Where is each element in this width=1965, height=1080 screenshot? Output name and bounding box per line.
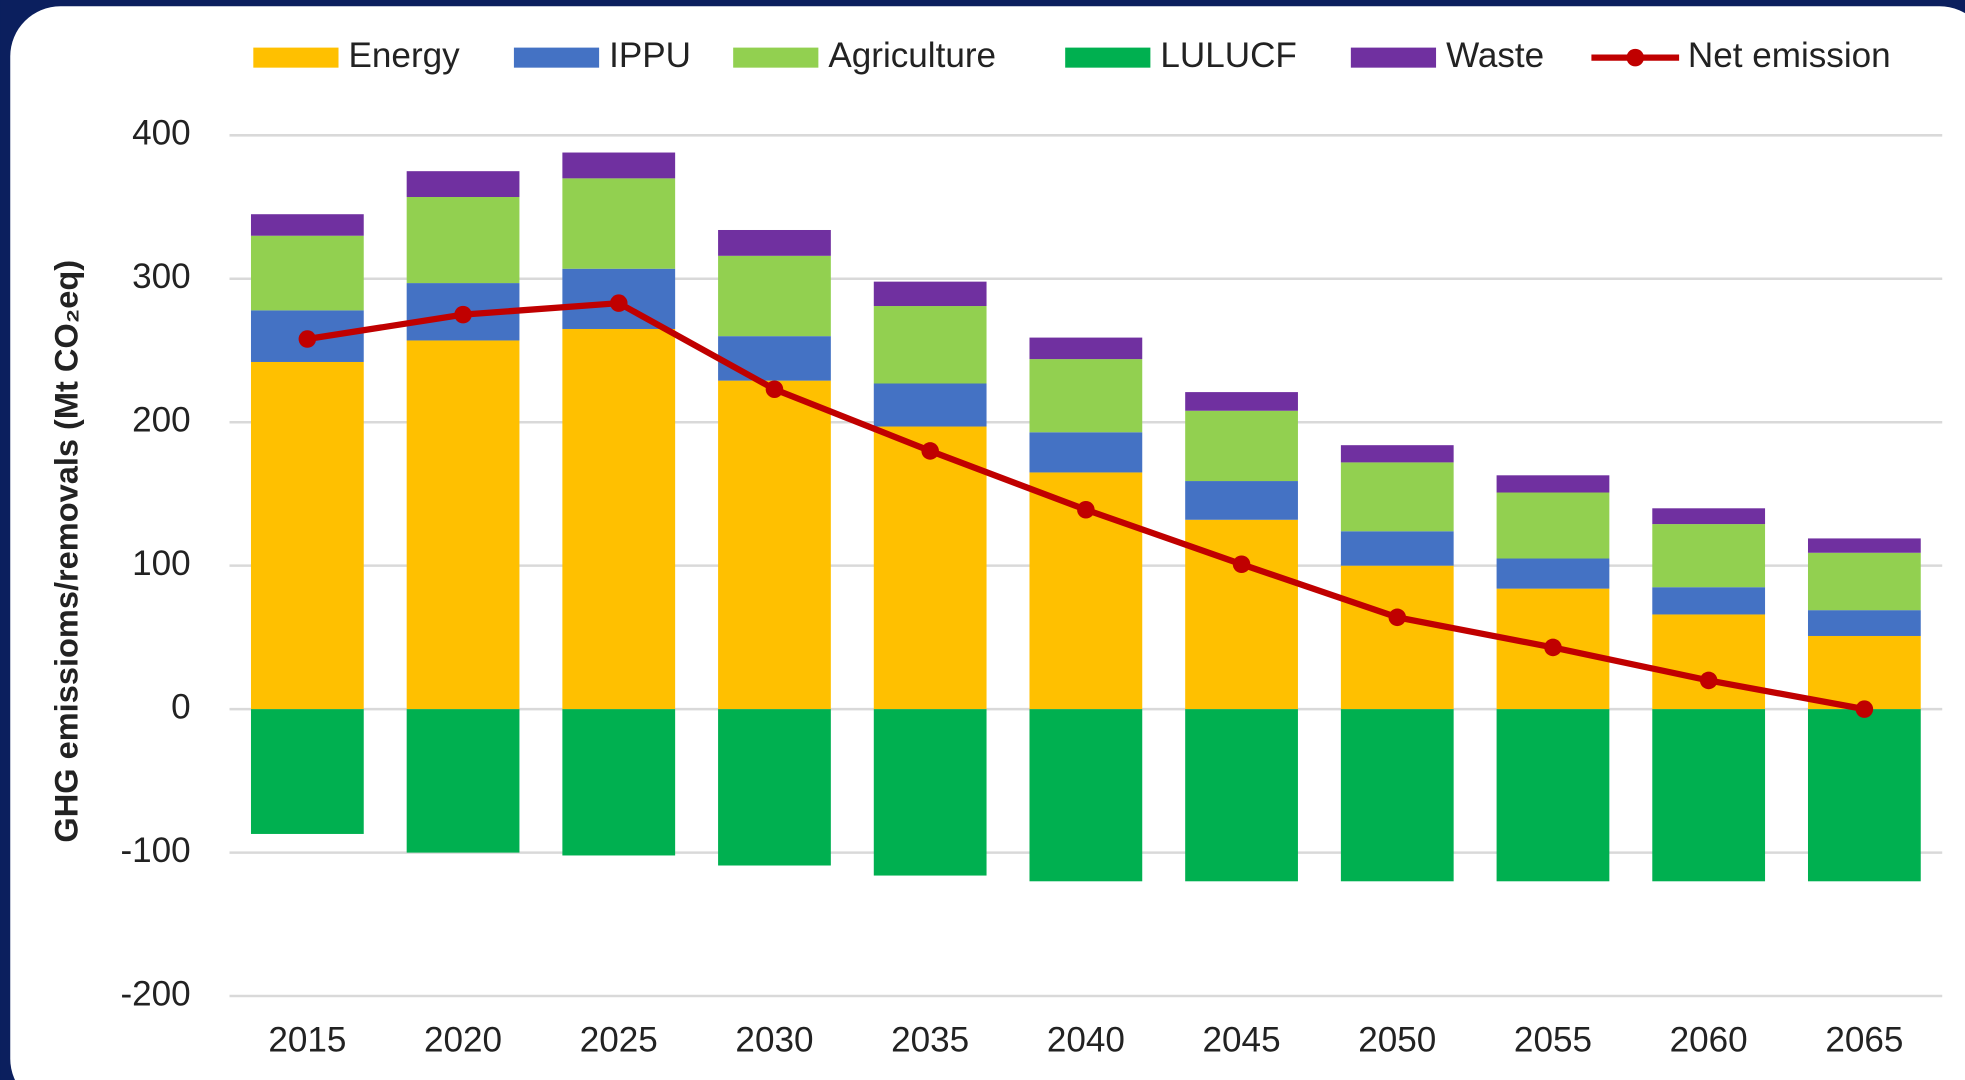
bar-segment	[718, 709, 831, 866]
legend-label: Waste	[1446, 36, 1544, 75]
bar-segment	[718, 255, 831, 337]
x-tick-label: 2045	[1203, 1021, 1281, 1060]
bar-segment	[1807, 552, 1921, 611]
legend-label: Energy	[349, 36, 461, 75]
bar-segment	[1185, 481, 1298, 520]
y-tick-label: -100	[120, 831, 190, 870]
bar-segment	[562, 152, 676, 179]
bar-segment	[1496, 492, 1610, 559]
legend-swatch	[1065, 47, 1151, 68]
bar-segment	[718, 380, 831, 710]
bar-segment	[1029, 432, 1143, 473]
bar-segment	[406, 709, 520, 853]
x-tick-label: 2060	[1670, 1021, 1748, 1060]
bar-segment	[1807, 635, 1921, 710]
net-point	[765, 380, 784, 399]
bar-segment	[1340, 565, 1454, 710]
bar-segment	[1185, 392, 1298, 411]
bar-segment	[562, 178, 676, 269]
x-tick-label: 2020	[424, 1021, 502, 1060]
net-point	[1388, 608, 1407, 627]
bar-segment	[1652, 587, 1766, 615]
bar-segment	[1340, 709, 1454, 882]
y-tick-label: 300	[132, 257, 191, 296]
x-tick-label: 2050	[1358, 1021, 1436, 1060]
bar-segment	[1652, 614, 1766, 710]
bar-segment	[250, 214, 364, 236]
bar-segment	[1340, 462, 1454, 532]
bar-segment	[562, 709, 676, 856]
bar-segment	[1807, 538, 1921, 553]
y-tick-label: 100	[132, 544, 191, 583]
legend-label: Net emission	[1688, 36, 1891, 75]
net-point	[1544, 638, 1562, 657]
net-point	[1077, 500, 1095, 519]
bar-segment	[1029, 709, 1143, 882]
x-tick-label: 2025	[580, 1021, 658, 1060]
net-point	[1855, 700, 1874, 718]
bar-segment	[1496, 475, 1610, 493]
bar-segment	[1652, 524, 1766, 588]
y-tick-label: -200	[120, 974, 190, 1013]
bar-segment	[1029, 359, 1143, 433]
bar-segment	[1652, 709, 1766, 882]
legend-label: IPPU	[609, 36, 691, 75]
net-point	[454, 305, 472, 324]
bar-segment	[1340, 531, 1454, 566]
bar-segment	[1185, 709, 1298, 882]
bar-segment	[1807, 709, 1921, 882]
legend-label: LULUCF	[1160, 36, 1296, 75]
bar-segment	[250, 361, 364, 710]
y-tick-label: 200	[132, 400, 191, 439]
x-tick-label: 2030	[735, 1021, 813, 1060]
legend-swatch	[1626, 48, 1645, 67]
bar-segment	[873, 709, 987, 876]
bar-segment	[718, 336, 831, 381]
bar-segment	[1496, 709, 1610, 882]
bar-segment	[1340, 445, 1454, 463]
legend-swatch	[733, 47, 819, 68]
bar-segment	[250, 235, 364, 311]
bar-segment	[1807, 610, 1921, 636]
net-point	[1232, 555, 1251, 574]
bar-segment	[873, 383, 987, 427]
bar-segment	[718, 229, 831, 256]
y-axis-label: GHG emissioms/removals (Mt CO₂eq)	[49, 260, 85, 843]
bar-segment	[1652, 508, 1766, 525]
net-point	[1699, 671, 1718, 690]
legend-label: Agriculture	[828, 36, 996, 75]
legend-swatch	[253, 47, 339, 68]
net-point	[298, 330, 317, 348]
x-tick-label: 2065	[1825, 1021, 1903, 1060]
bar-segment	[406, 171, 520, 197]
bar-segment	[250, 709, 364, 834]
x-tick-label: 2055	[1514, 1021, 1592, 1060]
bar-segment	[873, 281, 987, 307]
bar-segment	[1029, 337, 1143, 360]
bar-segment	[406, 196, 520, 284]
x-tick-label: 2035	[891, 1021, 969, 1060]
net-point	[609, 294, 628, 312]
y-tick-label: 0	[171, 687, 191, 726]
bar-segment	[873, 306, 987, 384]
bar-segment	[562, 328, 676, 710]
bar-segment	[406, 340, 520, 710]
x-tick-label: 2040	[1047, 1021, 1125, 1060]
bar-segment	[1496, 558, 1610, 589]
bar-segment	[873, 426, 987, 710]
legend-swatch	[1350, 47, 1437, 68]
y-tick-label: 400	[132, 114, 191, 153]
legend-swatch	[513, 47, 600, 68]
x-tick-label: 2015	[268, 1021, 346, 1060]
net-point	[921, 442, 939, 460]
bar-segment	[1185, 410, 1298, 482]
